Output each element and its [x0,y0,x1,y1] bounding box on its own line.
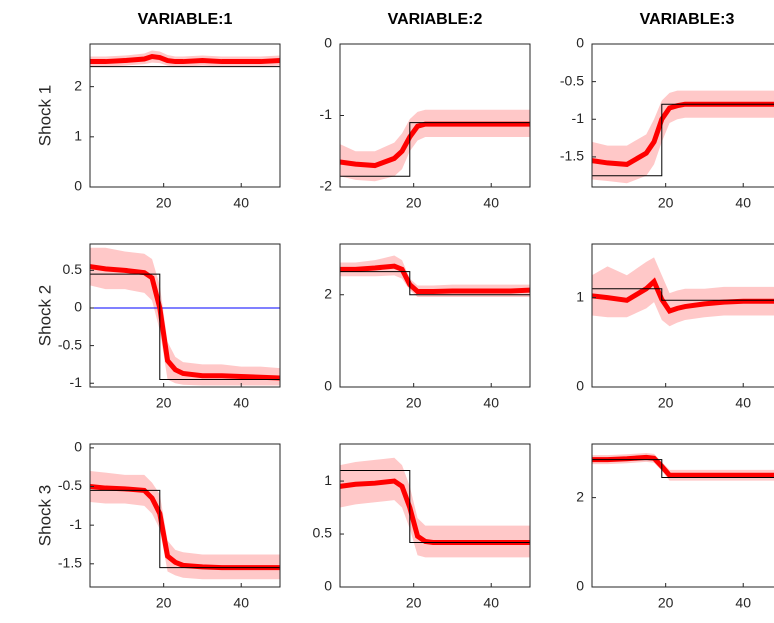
y-tick-label: -0.5 [560,72,584,88]
confidence-band [592,257,774,327]
x-tick-label: 40 [233,195,249,211]
x-tick-label: 40 [483,395,499,411]
axes-box [339,443,531,588]
x-tick-label: 20 [658,395,674,411]
y-tick-label: -1 [70,516,83,532]
y-tick-label: 0 [576,378,584,394]
y-tick-label: -2 [320,178,333,194]
y-tick-label: 2 [324,285,332,301]
y-tick-label: 2 [74,77,82,93]
y-tick-label: 0.5 [63,261,83,277]
estimate-line [339,121,530,169]
axes-box [339,243,531,388]
y-tick-label: 0 [576,578,584,594]
true-line [592,288,774,301]
estimate-line [89,264,281,381]
true-line [90,273,280,380]
x-tick-label: 20 [156,395,172,411]
y-axis-label: Shock 3 [35,485,54,546]
x-tick-label: 20 [658,195,674,211]
y-tick-label: 0 [74,439,82,455]
true-line [340,122,530,177]
y-tick-label: -0.5 [58,336,82,352]
y-tick-label: -1 [572,110,585,126]
true-line [340,469,530,544]
x-tick-label: 20 [406,595,422,611]
x-tick-label: 40 [233,395,249,411]
estimate-line [90,53,281,65]
y-tick-label: 1 [324,472,332,488]
true-line [90,489,280,569]
y-tick-label: 0 [324,378,332,394]
y-tick-label: 1 [576,288,584,304]
true-line [340,271,530,296]
y-tick-label: -1 [70,374,83,390]
x-tick-label: 40 [735,595,751,611]
panel-title: VARIABLE:3 [640,11,735,28]
x-tick-label: 20 [156,595,172,611]
x-tick-label: 40 [483,595,499,611]
panel-title: VARIABLE:1 [138,11,233,28]
confidence-band [90,471,280,580]
y-tick-label: -1.5 [58,555,82,571]
x-tick-label: 40 [735,195,751,211]
y-axis-label: Shock 1 [35,85,54,146]
y-tick-label: 2 [576,488,584,504]
axes-box [89,243,281,388]
x-tick-label: 20 [156,195,172,211]
y-tick-label: 1 [74,128,82,144]
axes-box [591,43,774,188]
x-tick-label: 40 [233,595,249,611]
y-tick-label: 0.5 [313,525,333,541]
y-tick-label: -0.5 [58,477,82,493]
y-tick-label: -1.5 [560,148,584,164]
true-line [592,103,774,177]
axes-box [89,443,281,588]
y-tick-label: -1 [320,106,333,122]
panel-title: VARIABLE:2 [388,11,483,28]
axes-box [591,243,774,388]
confidence-band [90,247,280,386]
y-tick-label: 0 [324,578,332,594]
x-tick-label: 20 [406,195,422,211]
x-tick-label: 20 [406,395,422,411]
true-line [592,459,774,479]
axes-box [591,443,774,588]
y-tick-label: 0 [74,178,82,194]
estimate-line [591,277,774,315]
y-tick-label: 0 [324,35,332,51]
x-tick-label: 20 [658,595,674,611]
x-tick-label: 40 [735,395,751,411]
y-tick-label: 0 [74,299,82,315]
estimate-line [592,454,774,478]
y-axis-label: Shock 2 [35,285,54,346]
axes-box [89,43,281,188]
estimate-line [340,263,531,295]
confidence-band [340,109,530,182]
x-tick-label: 40 [483,195,499,211]
y-tick-label: 0 [576,35,584,51]
